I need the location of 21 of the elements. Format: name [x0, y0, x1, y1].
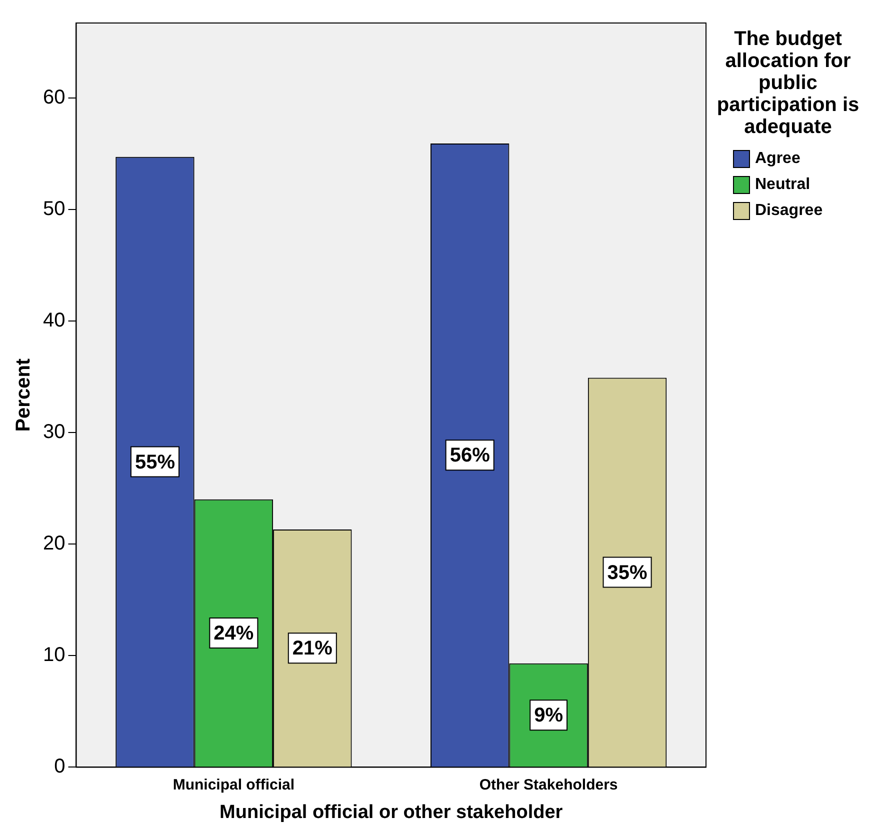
data-label: 56%	[450, 444, 490, 467]
y-tick-label: 30	[42, 420, 66, 443]
data-label: 35%	[607, 562, 648, 584]
y-tick-label: 40	[42, 309, 66, 332]
data-label: 21%	[292, 638, 333, 660]
x-axis-title: Municipal official or other stakeholder	[220, 802, 564, 823]
y-tick-label: 50	[42, 198, 66, 220]
y-tick-label: 60	[42, 86, 66, 108]
y-axis-title: Percent	[12, 358, 35, 432]
y-tick-label: 10	[42, 644, 66, 666]
y-tick-label: 0	[54, 756, 66, 778]
data-label: 9%	[534, 704, 564, 727]
legend-label: Agree	[755, 150, 800, 168]
x-tick-label: Other Stakeholders	[479, 776, 618, 794]
y-tick-label: 20	[42, 532, 66, 555]
legend-title: The budget allocation for public participation is adequate	[716, 28, 860, 138]
data-label: 55%	[134, 451, 176, 474]
legend-label: Disagree	[755, 202, 823, 220]
legend-label: Neutral	[755, 176, 810, 194]
x-tick-label: Municipal official	[172, 776, 295, 794]
data-label: 24%	[214, 622, 254, 645]
